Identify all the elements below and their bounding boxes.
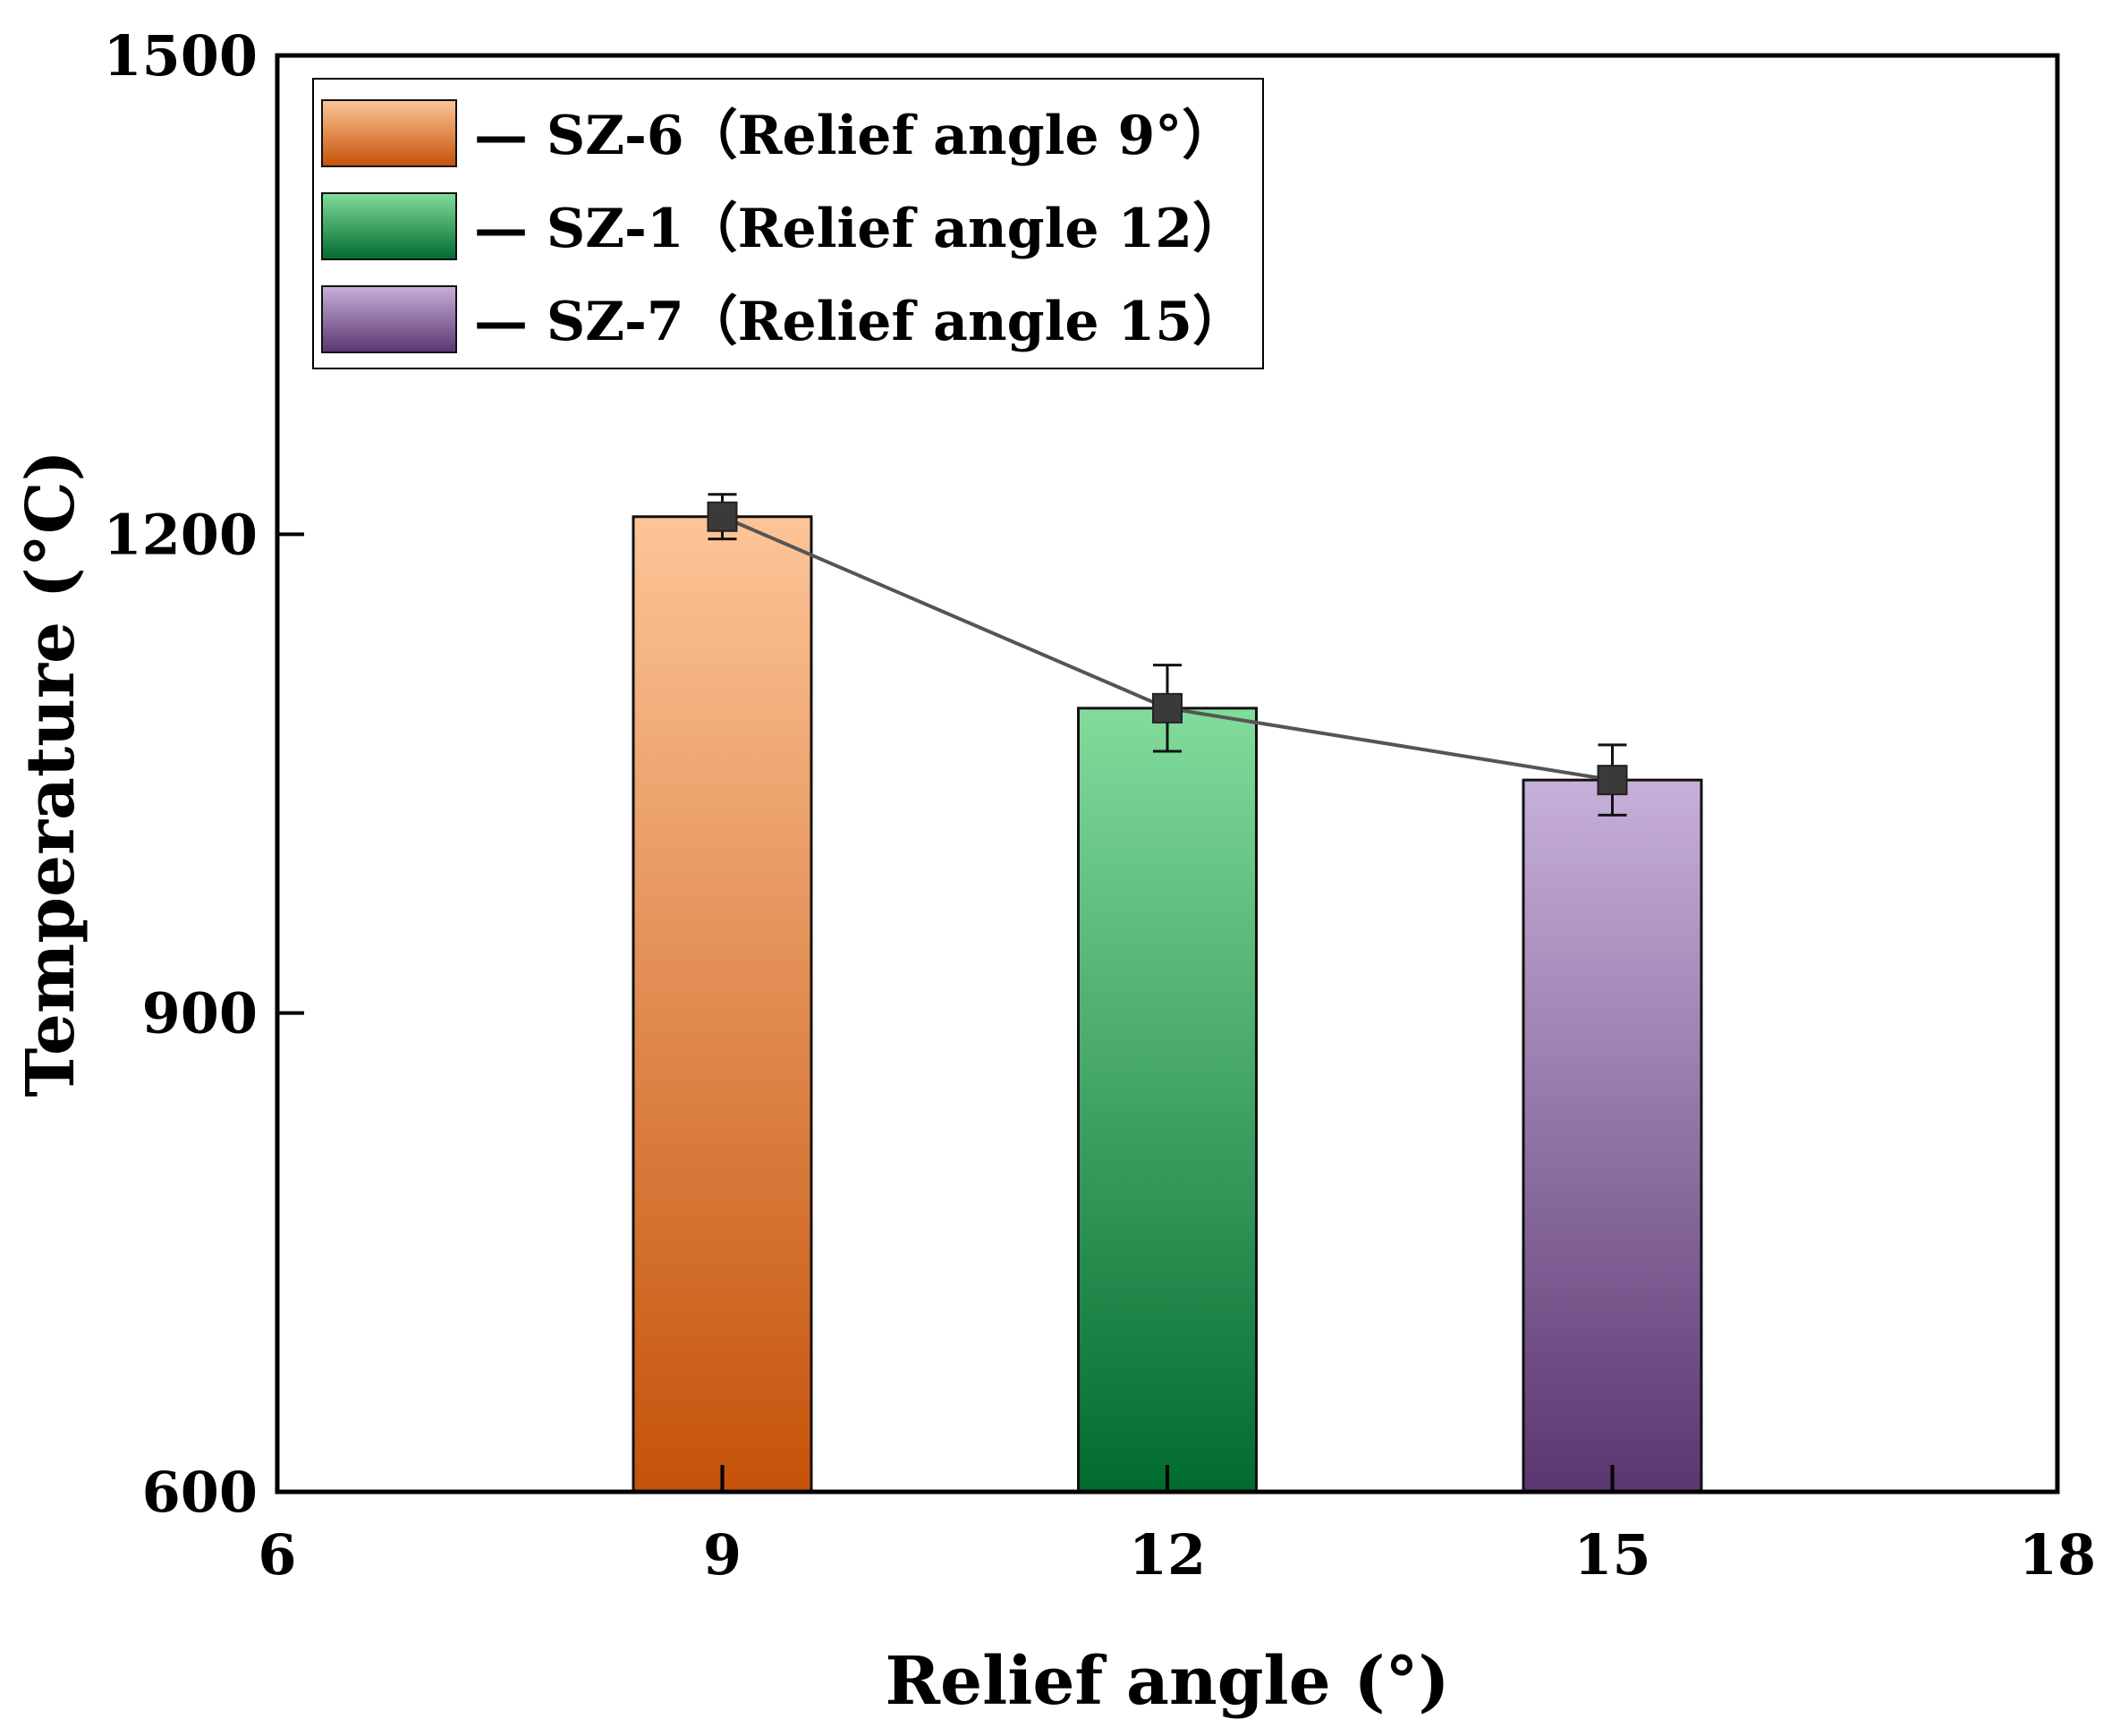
y-tick-label: 1500: [103, 23, 258, 89]
y-tick-label: 900: [142, 981, 258, 1046]
data-point-marker-sz-6: [707, 501, 738, 532]
legend-label-sz-1: — SZ-1（Relief angle 12）: [474, 198, 1246, 260]
legend: — SZ-6（Relief angle 9°） — SZ-1（Relief ang…: [312, 78, 1264, 369]
x-tick-label: 12: [1129, 1522, 1206, 1588]
y-tick-label: 600: [142, 1460, 258, 1525]
x-tick-label: 18: [2019, 1522, 2096, 1588]
bars-layer: [632, 515, 1703, 1494]
legend-label-sz-7: — SZ-7（Relief angle 15）: [474, 291, 1246, 353]
y-tick-label: 1200: [103, 502, 258, 567]
legend-swatch-sz-1: [321, 192, 457, 260]
legend-box: [312, 78, 1264, 369]
x-tick-label: 6: [258, 1522, 296, 1588]
x-axis-title: Relief angle (°): [886, 1643, 1450, 1720]
data-point-marker-sz-7: [1597, 765, 1628, 796]
data-point-marker-sz-1: [1152, 692, 1183, 724]
axes-layer: 6 9 12 15 18 600 900 1200 1500: [103, 23, 2096, 1588]
legend-swatch-sz-6: [321, 99, 457, 167]
legend-label-sz-6: — SZ-6（Relief angle 9°）: [474, 105, 1235, 167]
bar-sz-1: [1077, 707, 1258, 1494]
x-tick-label: 9: [703, 1522, 742, 1588]
bar-sz-6: [632, 515, 813, 1494]
trend-line-layer: [707, 493, 1628, 817]
bar-sz-7: [1522, 778, 1703, 1494]
y-axis-title: Temperature (°C): [13, 450, 89, 1097]
x-tick-label: 15: [1573, 1522, 1650, 1588]
legend-swatch-sz-7: [321, 285, 457, 353]
